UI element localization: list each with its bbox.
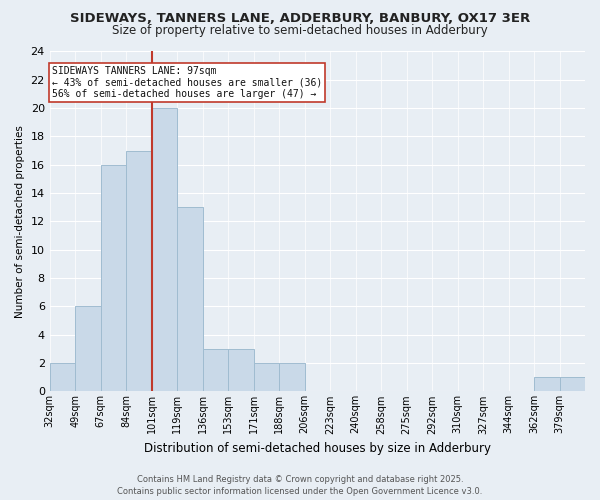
- Bar: [228, 349, 254, 392]
- Bar: [126, 150, 152, 392]
- Bar: [75, 306, 101, 392]
- Text: SIDEWAYS, TANNERS LANE, ADDERBURY, BANBURY, OX17 3ER: SIDEWAYS, TANNERS LANE, ADDERBURY, BANBU…: [70, 12, 530, 26]
- Bar: [152, 108, 177, 392]
- Text: Size of property relative to semi-detached houses in Adderbury: Size of property relative to semi-detach…: [112, 24, 488, 37]
- Text: Contains HM Land Registry data © Crown copyright and database right 2025.
Contai: Contains HM Land Registry data © Crown c…: [118, 474, 482, 496]
- Text: SIDEWAYS TANNERS LANE: 97sqm
← 43% of semi-detached houses are smaller (36)
56% : SIDEWAYS TANNERS LANE: 97sqm ← 43% of se…: [52, 66, 322, 99]
- Y-axis label: Number of semi-detached properties: Number of semi-detached properties: [15, 125, 25, 318]
- Bar: [50, 363, 75, 392]
- Bar: [203, 349, 228, 392]
- X-axis label: Distribution of semi-detached houses by size in Adderbury: Distribution of semi-detached houses by …: [144, 442, 491, 455]
- Bar: [101, 165, 126, 392]
- Bar: [534, 377, 560, 392]
- Bar: [279, 363, 305, 392]
- Bar: [254, 363, 279, 392]
- Bar: [177, 208, 203, 392]
- Bar: [560, 377, 585, 392]
